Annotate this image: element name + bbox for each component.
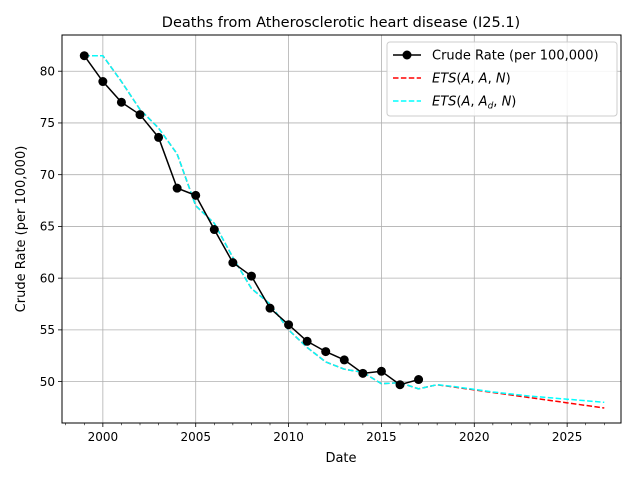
y-tick-label: 75 <box>40 116 55 130</box>
data-point <box>135 110 145 120</box>
data-point <box>154 132 164 142</box>
chart-title: Deaths from Atherosclerotic heart diseas… <box>162 15 520 31</box>
y-tick-label: 55 <box>40 323 55 337</box>
data-point <box>395 380 405 390</box>
data-point <box>172 183 182 193</box>
x-axis: 2000 2005 2010 2015 2020 2025 <box>65 423 605 444</box>
x-tick-label: 2000 <box>88 430 119 444</box>
y-tick-label: 80 <box>40 65 55 79</box>
data-point <box>358 368 368 378</box>
legend-label-ets-aadn: ETS(A, Ad, N) <box>432 95 516 112</box>
data-point <box>98 77 108 87</box>
plot-area <box>61 34 622 424</box>
data-point <box>376 366 386 376</box>
x-tick-label: 2010 <box>273 430 304 444</box>
data-point <box>302 336 312 346</box>
data-point <box>339 355 349 365</box>
data-point <box>246 271 256 281</box>
y-tick-label: 60 <box>40 271 55 285</box>
data-point <box>265 303 275 313</box>
data-point <box>228 258 238 268</box>
x-tick-label: 2025 <box>552 430 583 444</box>
data-point <box>209 225 219 235</box>
series-layer <box>79 51 605 409</box>
data-point <box>321 347 331 357</box>
series-line-ets-a-a-d-n <box>84 54 605 404</box>
data-point <box>191 190 201 200</box>
data-point <box>79 51 89 61</box>
x-tick-label: 2015 <box>366 430 397 444</box>
data-point <box>284 320 294 330</box>
x-axis-label: Date <box>325 451 356 466</box>
legend-label-crude-rate: Crude Rate (per 100,000) <box>432 49 599 64</box>
y-tick-label: 70 <box>40 168 55 182</box>
x-tick-label: 2020 <box>459 430 490 444</box>
series-line-crude-rate-per-100-000 <box>83 55 419 386</box>
data-point <box>116 97 126 107</box>
y-axis: 50 55 60 65 70 75 80 <box>40 65 62 389</box>
data-point <box>414 375 424 385</box>
x-tick-label: 2005 <box>180 430 211 444</box>
legend-marker-crude-rate <box>402 50 412 60</box>
legend-box <box>386 41 618 117</box>
legend: Crude Rate (per 100,000) ETS(A, A, N) ET… <box>386 41 618 117</box>
y-axis-label: Crude Rate (per 100,000) <box>14 146 29 313</box>
y-tick-label: 65 <box>40 220 55 234</box>
y-tick-label: 50 <box>40 375 55 389</box>
legend-label-ets-aan: ETS(A, A, N) <box>432 72 511 87</box>
